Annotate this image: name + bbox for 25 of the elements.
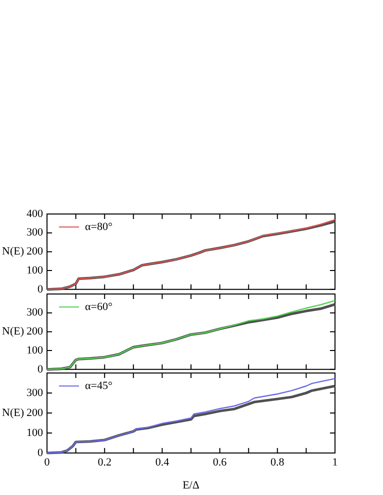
y-tick-label: 0 [38,283,44,296]
y-tick-label: 300 [26,386,44,399]
x-tick-label: 0.4 [155,456,170,468]
y-tick-label: 100 [26,344,44,356]
x-tick-label: 1 [332,456,338,468]
y-tick-label: 100 [26,426,44,439]
x-tick-label: 0.2 [98,456,112,468]
legend-label: α=45° [85,380,112,392]
y-tick-label: 0 [38,446,44,459]
y-tick-label: 0 [38,362,44,375]
y-axis-title: N(E) [2,246,24,258]
y-tick-label: 100 [26,264,44,276]
y-tick-label: 200 [26,246,44,258]
legend-label: α=60° [85,300,112,312]
y-axis-title: N(E) [2,325,24,338]
legend-label: α=80° [85,220,112,233]
y-tick-label: 400 [26,208,44,220]
y-tick-label: 200 [26,325,44,338]
x-tick-label: 0.6 [212,456,228,468]
y-axis-title: N(E) [2,406,24,419]
x-axis-title: E/Δ [182,479,200,492]
y-tick-label: 200 [26,406,44,419]
x-tick-label: 0.8 [270,456,285,468]
y-tick-label: 300 [26,226,44,239]
y-tick-label: 300 [26,306,44,318]
